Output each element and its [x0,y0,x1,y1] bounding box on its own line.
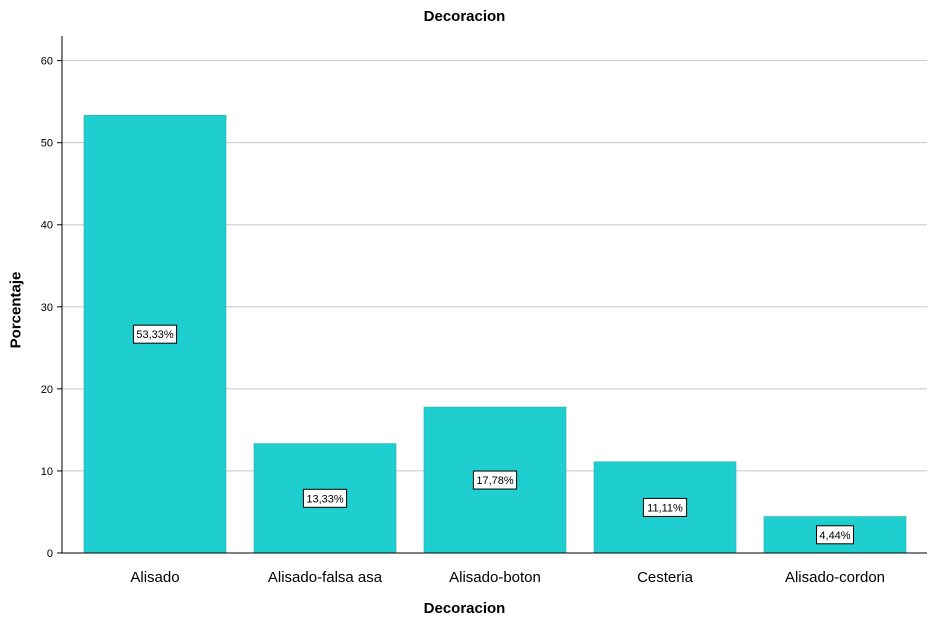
data-label-box [642,497,688,517]
x-tick-label: Alisado-cordon [785,569,885,586]
y-tick-label: 50 [41,138,53,150]
y-tick-label: 40 [41,220,53,232]
data-label-box [472,470,518,490]
y-tick-label: 10 [41,466,53,478]
data-label-box [132,324,178,344]
y-tick-label: 0 [47,548,53,560]
x-tick-label: Alisado-falsa asa [268,569,383,586]
data-label-box [302,488,348,508]
data-label: 17,78% [476,475,514,487]
y-tick-label: 30 [41,302,53,314]
data-label: 13,33% [306,493,344,505]
chart-title: Decoracion [423,8,506,25]
x-tick-label: Alisado-boton [449,569,541,586]
data-label: 4,44% [819,530,850,542]
data-label: 53,33% [136,329,174,341]
y-tick-label: 60 [41,56,53,68]
x-axis-title: Decoracion [423,600,506,617]
x-tick-label: Cesteria [637,569,694,586]
y-tick-label: 20 [41,384,53,396]
data-label-box [816,525,854,545]
data-label: 11,11% [647,502,683,514]
x-tick-label: Alisado [130,569,179,586]
